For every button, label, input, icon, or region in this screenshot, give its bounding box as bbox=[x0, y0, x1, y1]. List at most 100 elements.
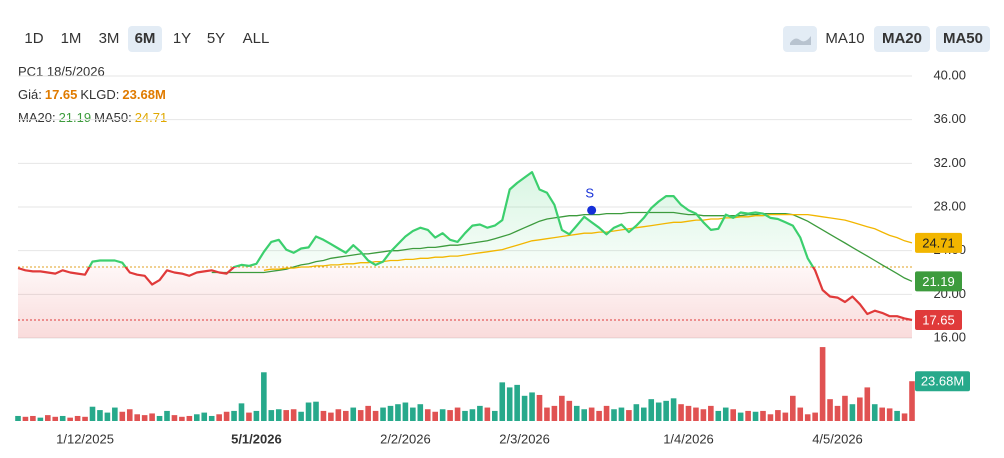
volume-bar bbox=[790, 395, 796, 421]
ma-line bbox=[211, 211, 913, 282]
volume-bar bbox=[730, 409, 736, 421]
ma-line bbox=[263, 213, 913, 271]
volume-bar bbox=[313, 401, 319, 421]
range-button[interactable]: 3M bbox=[98, 30, 120, 47]
volume-bar bbox=[343, 410, 349, 421]
range-button[interactable]: 1D bbox=[24, 30, 44, 47]
price-value: 17.65 bbox=[44, 87, 78, 102]
ma20-badge bbox=[915, 271, 962, 292]
volume-bar bbox=[618, 407, 625, 421]
range-button[interactable]: 1M bbox=[60, 30, 82, 47]
volume-bar bbox=[350, 407, 357, 421]
volume-bar bbox=[477, 405, 483, 421]
chart-style-icon bbox=[790, 36, 811, 45]
volume-value: 23.68M bbox=[122, 87, 166, 102]
volume-bar bbox=[238, 403, 245, 421]
volume-bar bbox=[104, 412, 111, 421]
volume-bar bbox=[149, 413, 155, 421]
volume-bar bbox=[752, 411, 759, 421]
info-title: PC1 18/5/2026 bbox=[18, 64, 105, 79]
volume-badge-label: 23.68M bbox=[921, 374, 964, 389]
volume-bar bbox=[842, 395, 848, 421]
volume-bar bbox=[179, 416, 185, 421]
ma-button[interactable]: MA50 bbox=[936, 26, 990, 52]
volume-bar bbox=[462, 410, 468, 421]
volume-bar bbox=[283, 410, 289, 421]
chart-style-button[interactable] bbox=[783, 26, 817, 52]
volume-bar bbox=[529, 392, 535, 421]
ma20-value: 21.19 bbox=[58, 110, 92, 125]
volume-bar bbox=[648, 399, 655, 421]
volume-bar bbox=[827, 399, 833, 421]
volume-bar bbox=[521, 395, 528, 421]
volume-bar bbox=[879, 407, 885, 421]
ma-button[interactable]: MA20 bbox=[874, 26, 930, 52]
volume-bar bbox=[834, 405, 841, 421]
y-tick-label: 24.00 bbox=[933, 242, 966, 257]
annotation-dot bbox=[587, 205, 597, 215]
ma50-badge bbox=[915, 232, 962, 253]
volume-bar bbox=[536, 394, 543, 421]
ma-button[interactable]: MA10 bbox=[825, 30, 865, 47]
volume-bar bbox=[37, 417, 44, 421]
volume-bar bbox=[97, 410, 103, 421]
volume-bar bbox=[30, 415, 36, 421]
volume-bar bbox=[700, 409, 707, 421]
volume-bar bbox=[544, 407, 550, 421]
volume-bar bbox=[581, 409, 587, 421]
volume-bar bbox=[194, 414, 200, 421]
volume-bar bbox=[82, 416, 88, 421]
volume-bar bbox=[611, 409, 617, 421]
volume-bar bbox=[745, 410, 751, 421]
volume-bar bbox=[722, 407, 729, 421]
volume-bar bbox=[357, 410, 364, 421]
volume-bar bbox=[126, 409, 133, 421]
volume-bar bbox=[402, 402, 409, 421]
volume-badge bbox=[915, 371, 970, 392]
volume-bar bbox=[797, 407, 804, 421]
volume-bar bbox=[737, 412, 744, 421]
volume-bar bbox=[775, 410, 781, 421]
volume-bar bbox=[588, 407, 595, 421]
volume-bar bbox=[514, 384, 520, 421]
x-tick-label: 2/2/2026 bbox=[380, 431, 431, 446]
price-area bbox=[18, 172, 912, 338]
volume-bar bbox=[633, 404, 640, 421]
volume-bar bbox=[231, 410, 237, 421]
volume-bar bbox=[246, 412, 252, 421]
volume-bar bbox=[52, 416, 59, 421]
info-price-line: Giá: 17.65 KLGD: 23.68M bbox=[18, 87, 169, 102]
range-button[interactable]: 1Y bbox=[172, 30, 192, 47]
volume-bar bbox=[290, 409, 297, 421]
range-button[interactable]: 5Y bbox=[206, 30, 226, 47]
volume-bar bbox=[372, 410, 379, 421]
volume-bar bbox=[201, 412, 208, 421]
volume-bar bbox=[871, 404, 878, 421]
range-button[interactable]: 6M bbox=[128, 26, 162, 52]
volume-bar bbox=[454, 407, 461, 421]
volume-bar bbox=[261, 372, 267, 421]
price-badge bbox=[915, 309, 962, 330]
ma20-label: MA20: bbox=[18, 110, 56, 125]
volume-bar bbox=[909, 381, 915, 421]
volume-bar bbox=[447, 410, 453, 421]
ma20-badge-label: 21.19 bbox=[922, 274, 955, 289]
volume-bar bbox=[573, 405, 580, 421]
volume-bar bbox=[812, 412, 818, 421]
volume-bar bbox=[298, 411, 304, 421]
volume-bar bbox=[305, 402, 312, 421]
volume-bar bbox=[186, 415, 193, 421]
volume-bar bbox=[424, 409, 431, 421]
volume-bar bbox=[864, 387, 871, 421]
volume-bar bbox=[67, 417, 73, 421]
y-tick-label: 20.00 bbox=[933, 286, 966, 301]
range-button[interactable]: ALL bbox=[242, 30, 270, 47]
x-tick-label: 5/1/2026 bbox=[231, 431, 282, 446]
volume-bar bbox=[134, 414, 140, 421]
volume-bar bbox=[551, 405, 558, 421]
info-ma-line: MA20: 21.19 MA50: 24.71 bbox=[18, 110, 170, 125]
volume-bar bbox=[268, 410, 275, 421]
volume-bar bbox=[335, 409, 342, 421]
